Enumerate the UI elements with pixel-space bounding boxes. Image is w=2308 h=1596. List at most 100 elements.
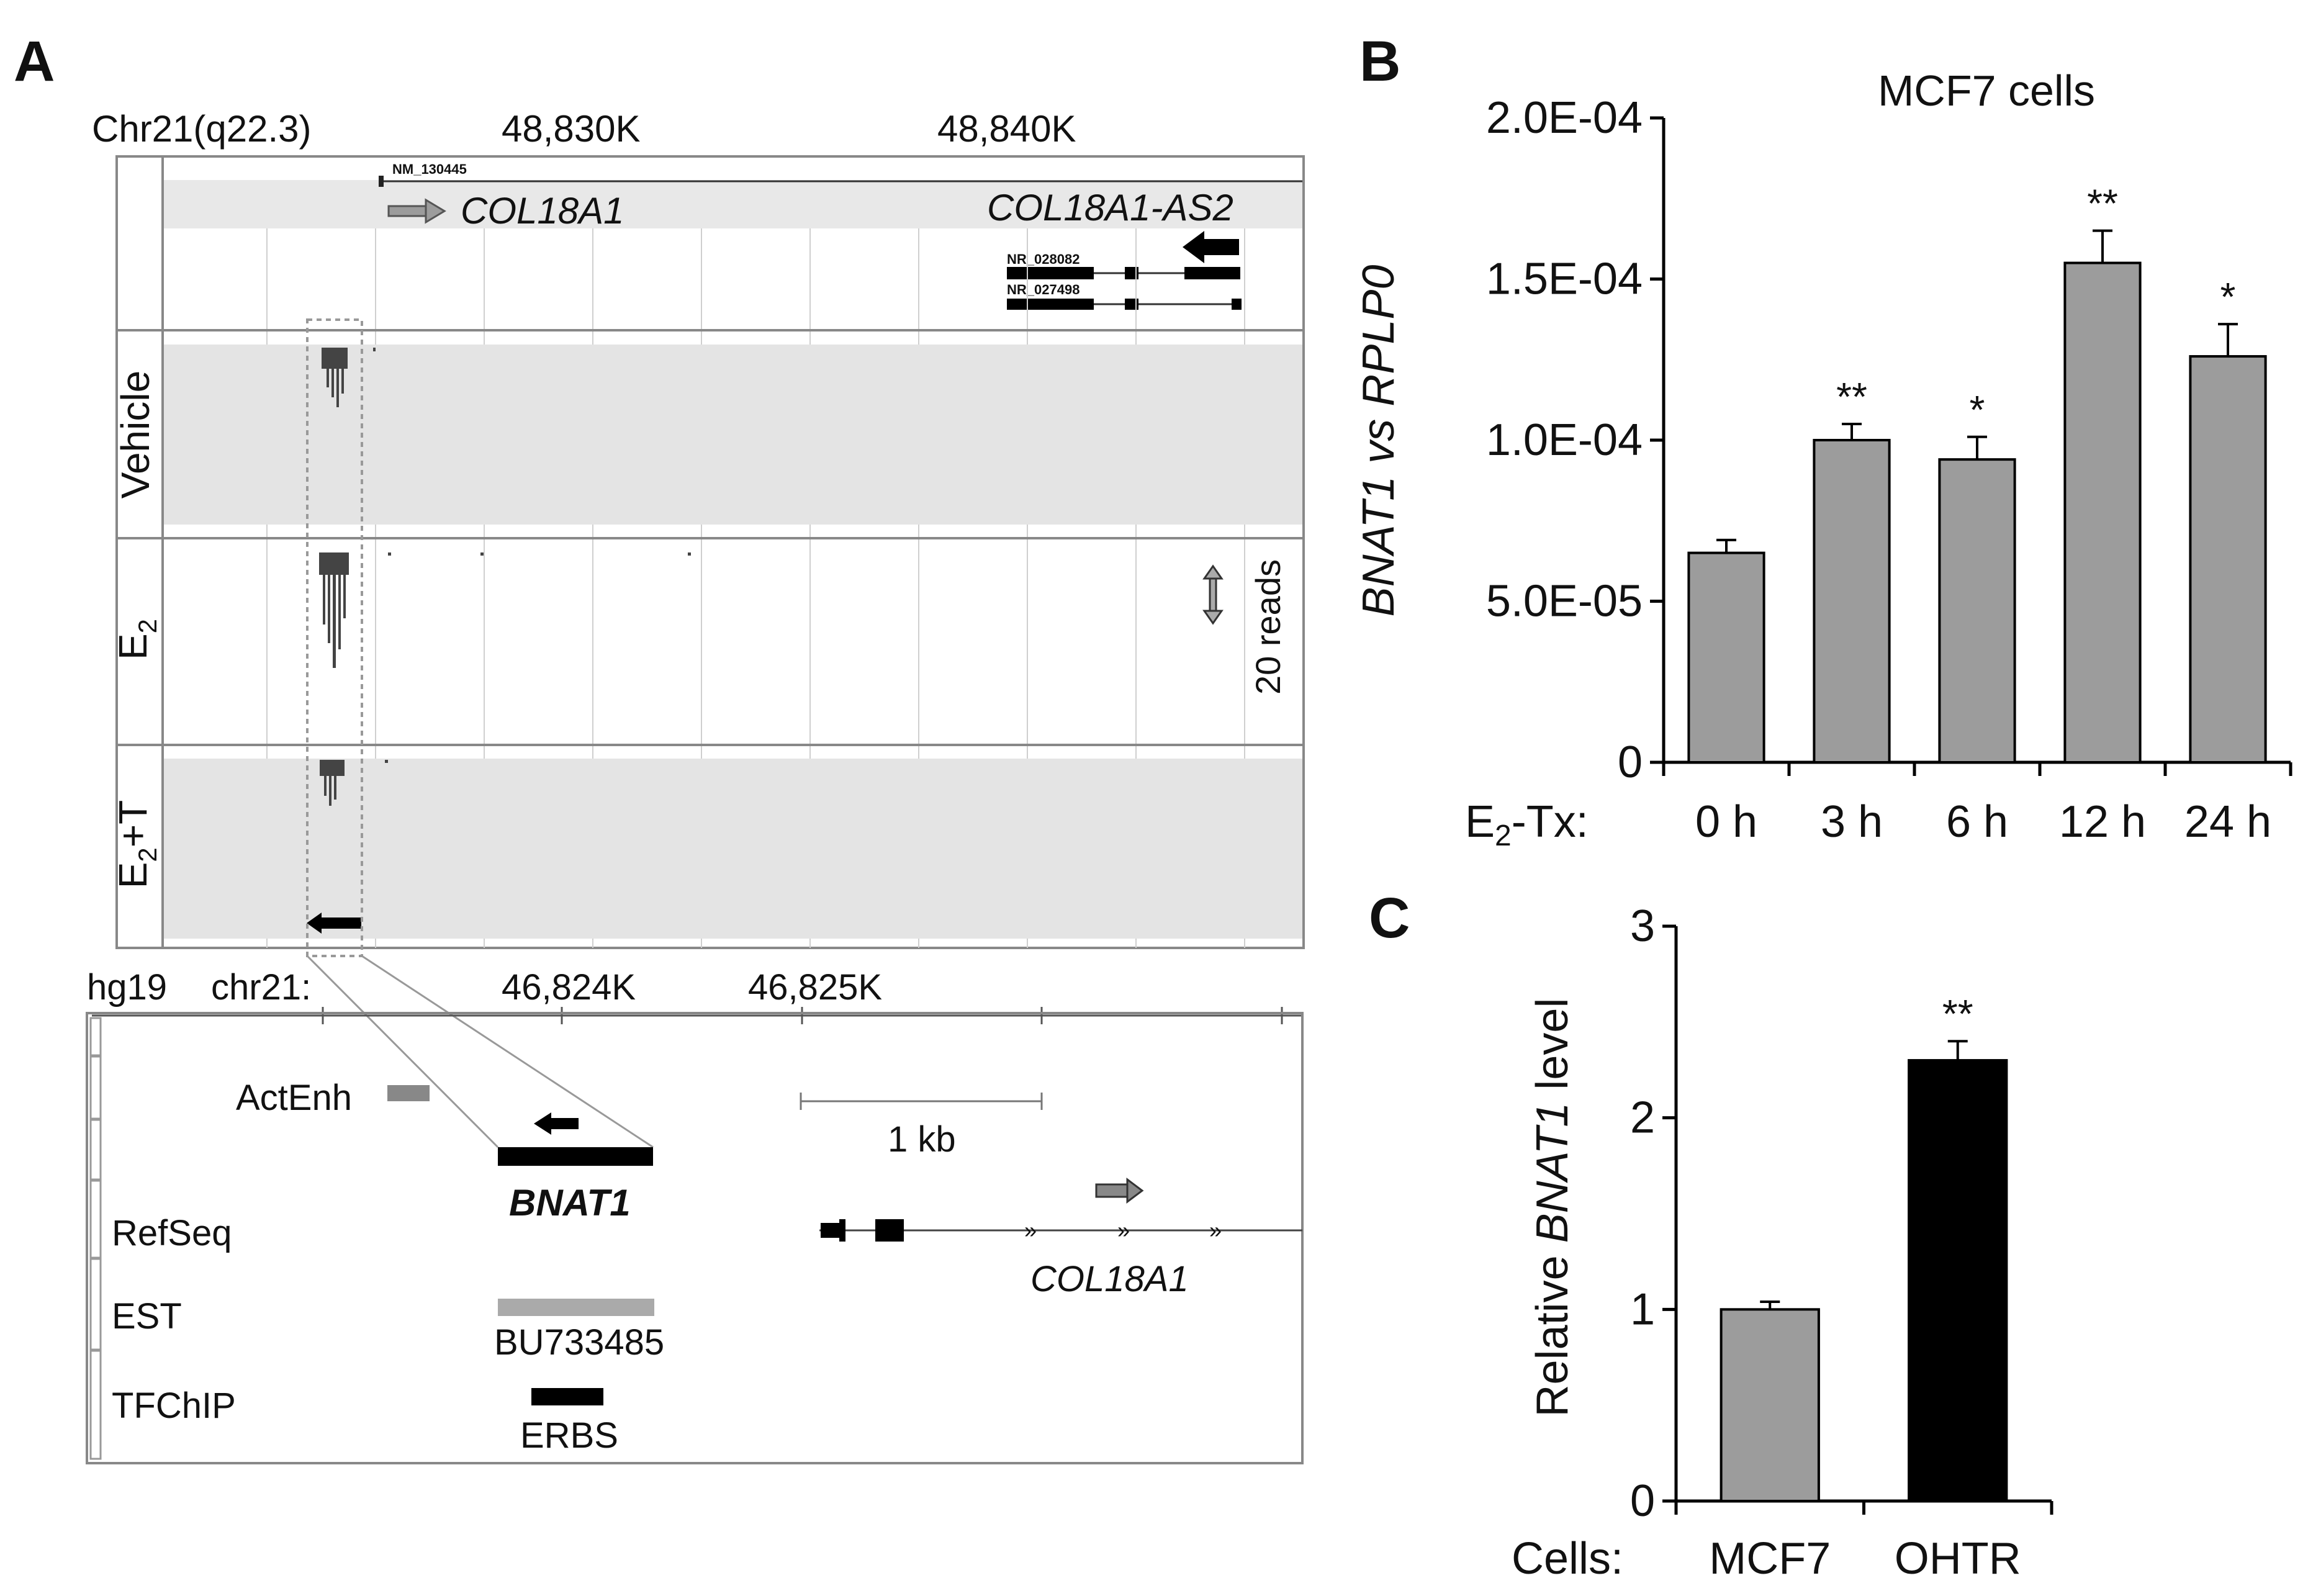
vehicle-peak-signal bbox=[322, 348, 376, 407]
significance-label: ** bbox=[1942, 991, 1973, 1036]
enhancer-highlight-box bbox=[306, 318, 363, 957]
refseq-id: NM_130445 bbox=[392, 161, 467, 177]
xlabel-b-suffix: -Tx: bbox=[1512, 797, 1589, 847]
row-refseq-label: RefSeq bbox=[112, 1213, 232, 1253]
panel-c-label: C bbox=[1369, 886, 1410, 950]
gene-col18a1-as2-label: COL18A1-AS2 bbox=[987, 187, 1233, 228]
ucsc-ruler bbox=[92, 1007, 1304, 1024]
ucsc-frame bbox=[86, 1012, 1304, 1464]
chrom-label: chr21: bbox=[211, 967, 311, 1008]
e2-tam-peak-signal bbox=[320, 760, 388, 806]
e2-main: E bbox=[110, 633, 155, 660]
category-label: 0 h bbox=[1695, 797, 1757, 847]
bar bbox=[2063, 261, 2142, 764]
row-actenh-label: ActEnh bbox=[236, 1078, 352, 1118]
bar bbox=[1813, 439, 1891, 764]
locus-label: Chr21(q22.3) bbox=[92, 108, 312, 150]
xlabel-b-main: E bbox=[1465, 797, 1495, 847]
panel-c: C Relative BNAT1 level 0 1 2 3 MCF7 ** OHTR Ce… bbox=[1369, 886, 2053, 1584]
bar bbox=[1908, 1059, 2008, 1502]
y-tick-label: 0 bbox=[1630, 1476, 1655, 1526]
col18a1-gene-model: » » » bbox=[819, 1217, 1302, 1243]
bar bbox=[1938, 458, 2016, 764]
ylabel-c-suffix: level bbox=[1528, 998, 1577, 1102]
transcript-nr-028082: NR_028082 bbox=[1007, 251, 1240, 279]
est-id-label: BU733485 bbox=[494, 1322, 664, 1363]
chart-b-xlabel: E2-Tx: bbox=[1465, 797, 1589, 852]
actenh-feature bbox=[387, 1085, 430, 1101]
panel-a-label: A bbox=[14, 30, 55, 93]
y-tick-label: 0 bbox=[1618, 737, 1643, 787]
nr-027498-label: NR_027498 bbox=[1007, 282, 1080, 297]
col18a1-forward-arrow-icon bbox=[1095, 1178, 1144, 1204]
panel-b-label: B bbox=[1359, 30, 1400, 93]
coord-label-2: 48,840K bbox=[937, 108, 1076, 150]
bnat1-direction-arrow-icon bbox=[307, 913, 361, 934]
track-vehicle: Vehicle bbox=[113, 345, 1302, 525]
panel-a: A Chr21(q22.3) 48,830K 48,840K NM_130445… bbox=[14, 30, 1305, 1464]
nr-028082-label: NR_028082 bbox=[1007, 251, 1080, 267]
zoom-line-left bbox=[306, 955, 499, 1148]
bar bbox=[1720, 1308, 1820, 1502]
chart-c-plot: 0 1 2 3 MCF7 ** OHTR bbox=[1630, 901, 2053, 1584]
track-e2: E2 20 reads bbox=[110, 552, 1287, 695]
ylabel-c-gene: BNAT1 bbox=[1528, 1102, 1577, 1243]
y-tick-label: 2 bbox=[1630, 1093, 1655, 1143]
bnat1-gene-label: BNAT1 bbox=[509, 1182, 631, 1224]
ucsc-coord-2: 46,825K bbox=[748, 967, 882, 1008]
bnat1-gene-model bbox=[498, 1147, 653, 1166]
ucsc-coord-1: 46,824K bbox=[502, 967, 636, 1008]
track-vehicle-name: Vehicle bbox=[113, 371, 158, 498]
track-e2-tam: E2+T bbox=[110, 759, 1302, 939]
ylabel-b-vs: vs bbox=[1354, 407, 1404, 476]
svg-text:»: » bbox=[1209, 1217, 1222, 1243]
e2t-main: E bbox=[110, 862, 155, 889]
y-tick-label: 2.0E-04 bbox=[1486, 93, 1643, 143]
significance-label: ** bbox=[2087, 181, 2118, 226]
e2t-sub: 2 bbox=[133, 847, 162, 862]
ylabel-b-gene: BNAT1 bbox=[1354, 476, 1404, 617]
track-vehicle-bg bbox=[164, 345, 1302, 525]
col18a1-gene-label: COL18A1 bbox=[1030, 1259, 1189, 1299]
significance-label: * bbox=[1970, 387, 1985, 432]
track-e2-tam-bg bbox=[164, 759, 1302, 939]
ucsc-side-tabs bbox=[89, 1017, 102, 1460]
y-tick-label: 1.0E-04 bbox=[1486, 415, 1643, 465]
y-tick-label: 1 bbox=[1630, 1284, 1655, 1334]
bar bbox=[2189, 355, 2267, 764]
category-label: 3 h bbox=[1821, 797, 1883, 847]
e2t-suffix: +T bbox=[110, 800, 155, 847]
svg-text:»: » bbox=[1024, 1217, 1037, 1243]
y-tick-label: 5.0E-05 bbox=[1486, 577, 1643, 626]
scale-double-arrow-icon bbox=[1202, 564, 1224, 625]
scale-bar-label: 1 kb bbox=[888, 1119, 956, 1160]
track-e2-tam-name: E2+T bbox=[110, 800, 162, 889]
panel-b: B MCF7 cells BNAT1 vs RPLP0 0 5.0E-05 1.0E… bbox=[1354, 30, 2292, 852]
ylabel-b-ref: RPLP0 bbox=[1354, 265, 1404, 407]
scale-reads-label: 20 reads bbox=[1248, 559, 1287, 695]
category-label: 6 h bbox=[1946, 797, 2008, 847]
category-label: 24 h bbox=[2184, 797, 2271, 847]
col18a1-arrow-icon bbox=[387, 198, 446, 224]
assembly-label: hg19 bbox=[87, 967, 167, 1008]
chart-b-title: MCF7 cells bbox=[1878, 66, 2095, 115]
gene-header-band bbox=[164, 180, 1302, 228]
track-e2-name: E2 bbox=[110, 619, 162, 660]
chart-b-plot: 0 5.0E-05 1.0E-04 1.5E-04 2.0E-04 0 h ** 3 h * 6 … bbox=[1486, 93, 2292, 847]
est-feature bbox=[498, 1299, 654, 1316]
ucsc-view: hg19 chr21: 46,824K 46,825K bbox=[86, 967, 1304, 1464]
gene-annotation-row: NM_130445 COL18A1 COL18A1-AS2 NR_028082 bbox=[164, 161, 1302, 310]
ruler-tick-mark bbox=[379, 176, 384, 187]
category-label: 12 h bbox=[2059, 797, 2146, 847]
e2-peak-signal bbox=[319, 552, 691, 668]
category-label: OHTR bbox=[1895, 1534, 2021, 1584]
y-tick-label: 1.5E-04 bbox=[1486, 255, 1643, 304]
row-est-label: EST bbox=[112, 1296, 182, 1337]
coord-label-1: 48,830K bbox=[502, 108, 641, 150]
bar bbox=[1687, 551, 1765, 764]
chart-b-ylabel: BNAT1 vs RPLP0 bbox=[1354, 265, 1404, 617]
svg-text:»: » bbox=[1117, 1217, 1130, 1243]
ylabel-c-prefix: Relative bbox=[1528, 1243, 1577, 1417]
erbs-feature bbox=[531, 1388, 603, 1405]
